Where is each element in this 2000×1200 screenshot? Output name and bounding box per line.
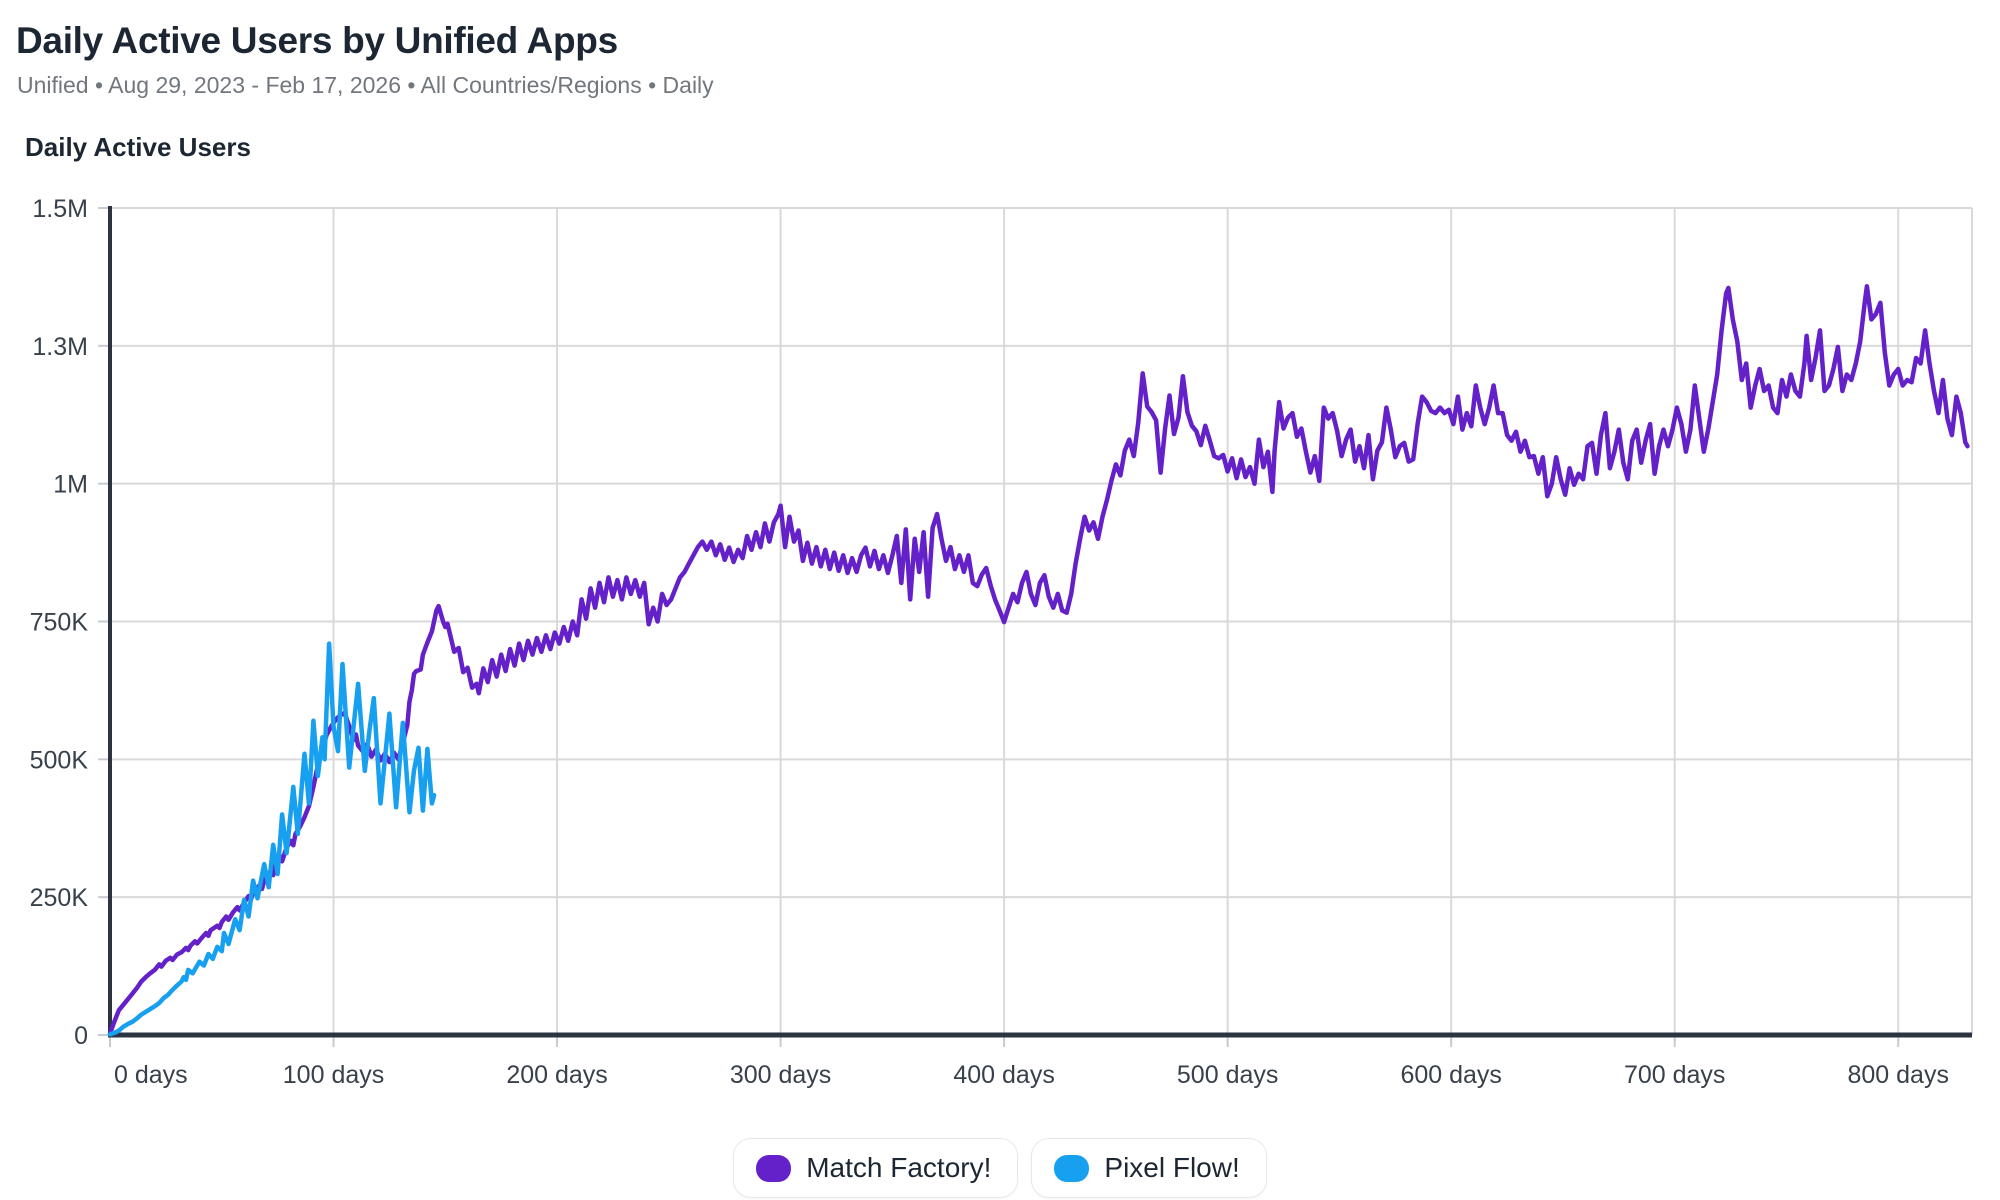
legend-label-match-factory: Match Factory! — [806, 1152, 992, 1183]
chart-legend: Match Factory! Pixel Flow! — [0, 1138, 2000, 1198]
gridlines — [110, 207, 1973, 1035]
chart-section-title: Daily Active Users — [25, 132, 251, 162]
y-tick-label: 1.3M — [32, 333, 88, 361]
x-tick-label: 0 days — [114, 1061, 188, 1089]
y-tick-label: 500K — [30, 746, 89, 774]
x-tick-label: 800 days — [1848, 1061, 1949, 1089]
axis-labels: 0 250K 500K 750K 1M 1.3M 1.5M 0 days 100 days 200… — [30, 195, 1949, 1089]
y-tick-label: 250K — [30, 884, 89, 912]
legend-item-pixel-flow[interactable]: Pixel Flow! — [1031, 1138, 1267, 1198]
axes — [98, 206, 1972, 1047]
x-tick-label: 300 days — [730, 1061, 831, 1089]
dau-chart-svg: 0 250K 500K 750K 1M 1.3M 1.5M 0 days 100 days 200… — [30, 195, 1973, 1089]
series-lines — [107, 284, 1970, 1037]
x-tick-label: 400 days — [953, 1061, 1054, 1089]
y-tick-label: 750K — [30, 609, 89, 637]
x-tick-label: 700 days — [1624, 1061, 1725, 1089]
x-tick-label: 500 days — [1177, 1061, 1278, 1089]
pixel-flow-swatch — [1054, 1154, 1090, 1182]
legend-item-match-factory[interactable]: Match Factory! — [733, 1138, 1019, 1198]
match-factory-swatch — [756, 1154, 792, 1182]
series-line-match-factory[interactable] — [107, 284, 1970, 1036]
x-tick-label: 200 days — [506, 1061, 607, 1089]
series-line-pixel-flow[interactable] — [107, 641, 437, 1037]
page-title: Daily Active Users by Unified Apps — [16, 20, 618, 61]
x-tick-label: 100 days — [283, 1061, 384, 1089]
report-filters-summary: Unified • Aug 29, 2023 - Feb 17, 2026 • … — [17, 72, 714, 98]
y-tick-label: 0 — [74, 1022, 88, 1050]
y-tick-label: 1M — [53, 471, 88, 499]
y-tick-label: 1.5M — [32, 195, 88, 223]
x-tick-label: 600 days — [1400, 1061, 1501, 1089]
legend-label-pixel-flow: Pixel Flow! — [1104, 1152, 1240, 1183]
